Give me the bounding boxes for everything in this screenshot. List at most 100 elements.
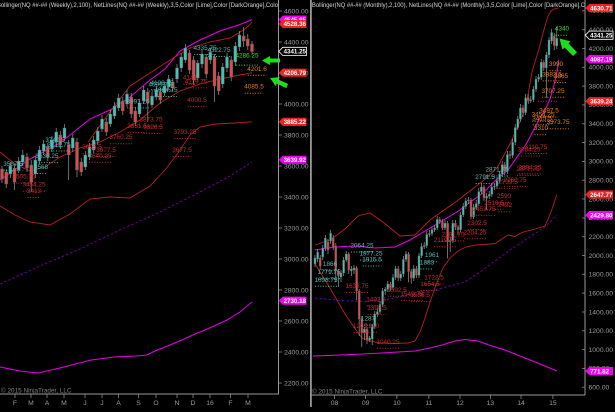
svg-text:1549.75: 1549.75 bbox=[400, 291, 424, 298]
svg-text:2760.75: 2760.75 bbox=[503, 177, 527, 184]
svg-text:3568: 3568 bbox=[34, 164, 49, 171]
svg-text:2730.18: 2730.18 bbox=[284, 298, 307, 305]
svg-text:3800.00: 3800.00 bbox=[589, 83, 614, 90]
svg-text:4085.5: 4085.5 bbox=[244, 84, 264, 91]
svg-text:1040.25: 1040.25 bbox=[376, 339, 400, 346]
svg-text:3677.5: 3677.5 bbox=[96, 147, 116, 154]
svg-text:3200.00: 3200.00 bbox=[284, 225, 309, 232]
svg-text:2871.75: 2871.75 bbox=[485, 167, 509, 174]
svg-text:10: 10 bbox=[393, 400, 401, 407]
svg-text:3373.75: 3373.75 bbox=[546, 119, 570, 126]
svg-text:1210: 1210 bbox=[365, 323, 380, 330]
svg-text:2400.00: 2400.00 bbox=[284, 349, 309, 356]
svg-text:08: 08 bbox=[331, 400, 339, 407]
svg-text:09: 09 bbox=[362, 400, 370, 407]
svg-text:2200.00: 2200.00 bbox=[589, 234, 614, 241]
svg-text:3639.24: 3639.24 bbox=[590, 99, 613, 106]
svg-text:F: F bbox=[13, 400, 17, 407]
svg-text:2516.5: 2516.5 bbox=[484, 200, 504, 207]
svg-text:Bollinger(NQ ##-## (Weekly),2,: Bollinger(NQ ##-## (Weekly),2,100), NetL… bbox=[0, 2, 279, 9]
svg-text:4000.5: 4000.5 bbox=[187, 97, 207, 104]
svg-text:2492: 2492 bbox=[498, 202, 513, 209]
svg-text:4322.75: 4322.75 bbox=[207, 47, 231, 54]
svg-text:1633.75: 1633.75 bbox=[345, 283, 369, 290]
svg-text:N: N bbox=[175, 400, 180, 407]
svg-text:J: J bbox=[83, 400, 86, 407]
svg-text:600.00: 600.00 bbox=[589, 385, 610, 392]
svg-text:771.82: 771.82 bbox=[590, 368, 609, 375]
svg-text:4206.79: 4206.79 bbox=[284, 70, 307, 77]
svg-text:M: M bbox=[28, 400, 34, 407]
svg-text:3885.22: 3885.22 bbox=[284, 119, 307, 126]
svg-text:4335.75: 4335.75 bbox=[193, 45, 217, 52]
svg-text:2791.5: 2791.5 bbox=[475, 174, 495, 181]
svg-text:16: 16 bbox=[206, 400, 214, 407]
svg-text:1400.00: 1400.00 bbox=[589, 309, 614, 316]
svg-text:14: 14 bbox=[517, 400, 525, 407]
svg-text:2800.00: 2800.00 bbox=[284, 287, 309, 294]
svg-text:3865: 3865 bbox=[554, 73, 569, 80]
svg-text:4286.25: 4286.25 bbox=[235, 53, 259, 60]
svg-text:3600.00: 3600.00 bbox=[589, 102, 614, 109]
svg-text:3826.5: 3826.5 bbox=[143, 124, 163, 131]
svg-text:3882.5: 3882.5 bbox=[542, 71, 562, 78]
svg-text:4000.00: 4000.00 bbox=[589, 65, 614, 72]
svg-text:2204.25: 2204.25 bbox=[463, 229, 487, 236]
svg-text:S: S bbox=[136, 400, 141, 407]
svg-text:4341.25: 4341.25 bbox=[590, 33, 613, 40]
svg-text:2000.00: 2000.00 bbox=[589, 253, 614, 260]
svg-text:4341.25: 4341.25 bbox=[284, 49, 307, 56]
svg-text:1592.5: 1592.5 bbox=[387, 287, 407, 294]
svg-text:1722.5: 1722.5 bbox=[424, 275, 444, 282]
svg-text:4000.00: 4000.00 bbox=[284, 101, 309, 108]
svg-text:4087.19: 4087.19 bbox=[590, 56, 613, 63]
svg-text:F: F bbox=[228, 400, 232, 407]
svg-text:3640.25: 3640.25 bbox=[88, 153, 112, 160]
svg-text:M: M bbox=[245, 400, 251, 407]
svg-text:3800.00: 3800.00 bbox=[284, 132, 309, 139]
svg-text:3831.5: 3831.5 bbox=[127, 123, 147, 130]
svg-text:3990: 3990 bbox=[549, 61, 564, 68]
svg-text:3707.25: 3707.25 bbox=[541, 88, 565, 95]
svg-text:1492.5: 1492.5 bbox=[366, 296, 386, 303]
svg-text:15: 15 bbox=[549, 400, 557, 407]
svg-text:2429.80: 2429.80 bbox=[590, 212, 613, 219]
svg-text:11: 11 bbox=[425, 400, 432, 407]
svg-text:3677.5: 3677.5 bbox=[172, 147, 192, 154]
svg-text:2600.00: 2600.00 bbox=[284, 318, 309, 325]
svg-text:1800.00: 1800.00 bbox=[589, 272, 614, 279]
svg-text:3505.75: 3505.75 bbox=[12, 174, 36, 181]
svg-text:4064.75: 4064.75 bbox=[154, 87, 178, 94]
svg-text:4400.00: 4400.00 bbox=[284, 39, 309, 46]
svg-text:3638.25: 3638.25 bbox=[35, 153, 59, 160]
svg-text:4600.00: 4600.00 bbox=[284, 8, 309, 15]
svg-text:3110.75: 3110.75 bbox=[525, 144, 548, 151]
svg-text:4119.75: 4119.75 bbox=[185, 78, 208, 85]
svg-text:1287: 1287 bbox=[361, 316, 376, 323]
svg-text:3639.92: 3639.92 bbox=[284, 157, 307, 164]
svg-text:2739.5: 2739.5 bbox=[498, 179, 518, 186]
svg-text:3712.75: 3712.75 bbox=[47, 142, 71, 149]
svg-text:A: A bbox=[116, 400, 121, 407]
svg-text:4144: 4144 bbox=[183, 75, 198, 82]
svg-text:4108.75: 4108.75 bbox=[150, 80, 174, 87]
svg-text:1000.00: 1000.00 bbox=[589, 347, 614, 354]
svg-text:3695.5: 3695.5 bbox=[82, 144, 102, 151]
svg-text:3497.5: 3497.5 bbox=[539, 108, 559, 115]
svg-text:13: 13 bbox=[487, 400, 495, 407]
svg-text:12: 12 bbox=[456, 400, 464, 407]
svg-text:1536.5: 1536.5 bbox=[410, 292, 430, 299]
svg-text:3413: 3413 bbox=[27, 188, 42, 195]
svg-text:2453.75: 2453.75 bbox=[472, 206, 496, 213]
svg-text:3991.25: 3991.25 bbox=[126, 98, 150, 105]
svg-text:M: M bbox=[61, 400, 67, 407]
svg-text:3793.25: 3793.25 bbox=[173, 129, 197, 136]
svg-text:© 2015 NinjaTrader, LLC: © 2015 NinjaTrader, LLC bbox=[1, 387, 72, 395]
svg-text:Bollinger(NQ ##-## (Monthly),2: Bollinger(NQ ##-## (Monthly),2,100), Net… bbox=[312, 2, 585, 9]
svg-text:3200.00: 3200.00 bbox=[589, 140, 614, 147]
svg-text:3587.5: 3587.5 bbox=[3, 161, 23, 168]
svg-text:1200.00: 1200.00 bbox=[589, 328, 614, 335]
svg-text:4400.00: 4400.00 bbox=[589, 27, 614, 34]
svg-text:4528.36: 4528.36 bbox=[284, 21, 307, 28]
svg-text:2590: 2590 bbox=[497, 193, 512, 200]
